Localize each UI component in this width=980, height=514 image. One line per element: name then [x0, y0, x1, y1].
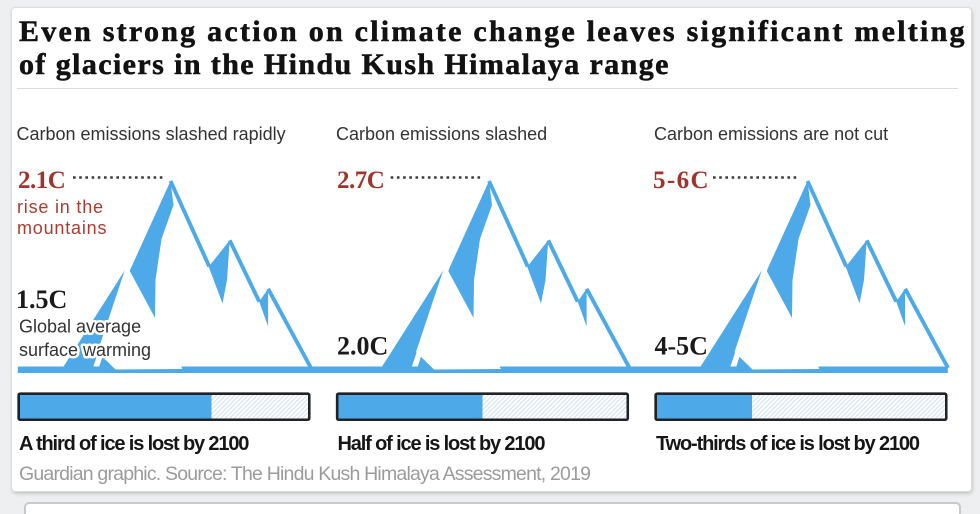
svg-text:1.5C: 1.5C — [16, 285, 67, 314]
svg-text:Global average: Global average — [19, 316, 141, 336]
svg-text:4-5C: 4-5C — [655, 332, 708, 361]
svg-text:surface warming: surface warming — [19, 340, 151, 360]
svg-text:2.0C: 2.0C — [337, 332, 388, 361]
